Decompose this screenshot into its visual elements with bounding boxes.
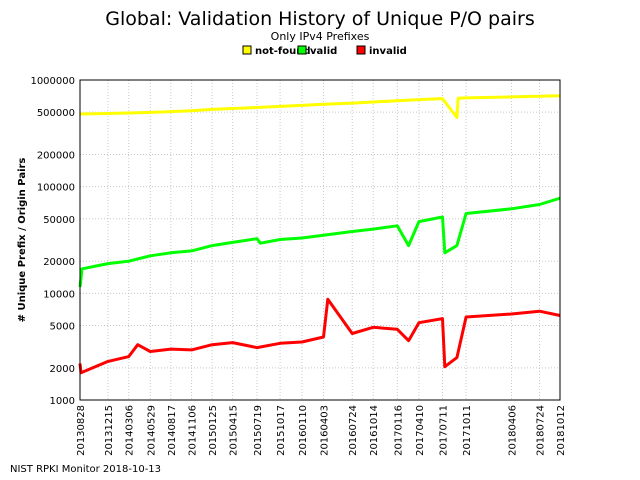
x-tick-label: 20170410 [415, 405, 426, 456]
legend-label-valid: valid [310, 46, 337, 57]
y-tick-label: 50000 [43, 215, 75, 226]
y-tick-label: 1000 [50, 396, 75, 407]
y-axis-label: # Unique Prefix / Origin Pairs [17, 158, 28, 323]
legend-label-not-found: not-found [255, 46, 311, 57]
x-tick-label: 20180406 [508, 405, 519, 456]
series-line-valid [78, 196, 561, 288]
plot-area: 1000 2000 5000 10000 20000 50000 100000 200000 5… [30, 76, 567, 456]
x-tick-label: 20141106 [188, 405, 199, 456]
y-tick-label: 10000 [43, 289, 75, 300]
series-line-not-found [79, 94, 561, 119]
x-tick-label: 20171011 [462, 405, 473, 456]
x-tick-label: 20160724 [348, 405, 359, 456]
x-tick-label: 20161014 [369, 405, 380, 456]
y-tick-label: 1000000 [30, 76, 75, 87]
x-tick-label: 20160110 [298, 405, 309, 456]
y-tick-label: 2000 [50, 364, 75, 375]
footer-text: NIST RPKI Monitor 2018-10-13 [10, 464, 161, 475]
chart-title: Global: Validation History of Unique P/O… [105, 8, 535, 30]
x-tick-label: 20150125 [208, 405, 219, 456]
x-tick-label: 20140817 [167, 405, 178, 456]
y-tick-label: 100000 [37, 183, 75, 194]
x-tick-label: 20130828 [76, 405, 87, 456]
plot-background [80, 80, 560, 400]
chart-subtitle: Only IPv4 Prefixes [271, 30, 370, 43]
series-line-invalid [78, 297, 561, 375]
legend-swatch-valid [297, 45, 307, 55]
x-tick-label: 20140529 [146, 405, 157, 456]
x-tick-label: 20151017 [276, 405, 287, 456]
y-tick-label: 20000 [43, 257, 75, 268]
x-tick-label: 20170711 [439, 405, 450, 456]
x-tick-label: 20140306 [125, 405, 136, 456]
x-tick-label: 20180724 [535, 405, 546, 456]
y-tick-label: 500000 [37, 108, 75, 119]
x-tick-label: 20170116 [393, 405, 404, 456]
legend: not-found valid invalid [242, 45, 407, 57]
x-tick-label: 20160403 [319, 405, 330, 456]
x-tick-label: 20131215 [104, 405, 115, 456]
legend-label-invalid: invalid [369, 46, 407, 57]
y-tick-label: 5000 [50, 321, 75, 332]
plot-frame [79, 79, 561, 401]
legend-swatch-invalid [356, 45, 366, 55]
x-tick-label: 20150415 [229, 405, 240, 456]
x-tick-label: 20181012 [556, 405, 567, 456]
y-tick-label: 200000 [37, 151, 75, 162]
x-tick-label: 20150719 [253, 405, 264, 456]
legend-swatch-not-found [242, 45, 252, 55]
